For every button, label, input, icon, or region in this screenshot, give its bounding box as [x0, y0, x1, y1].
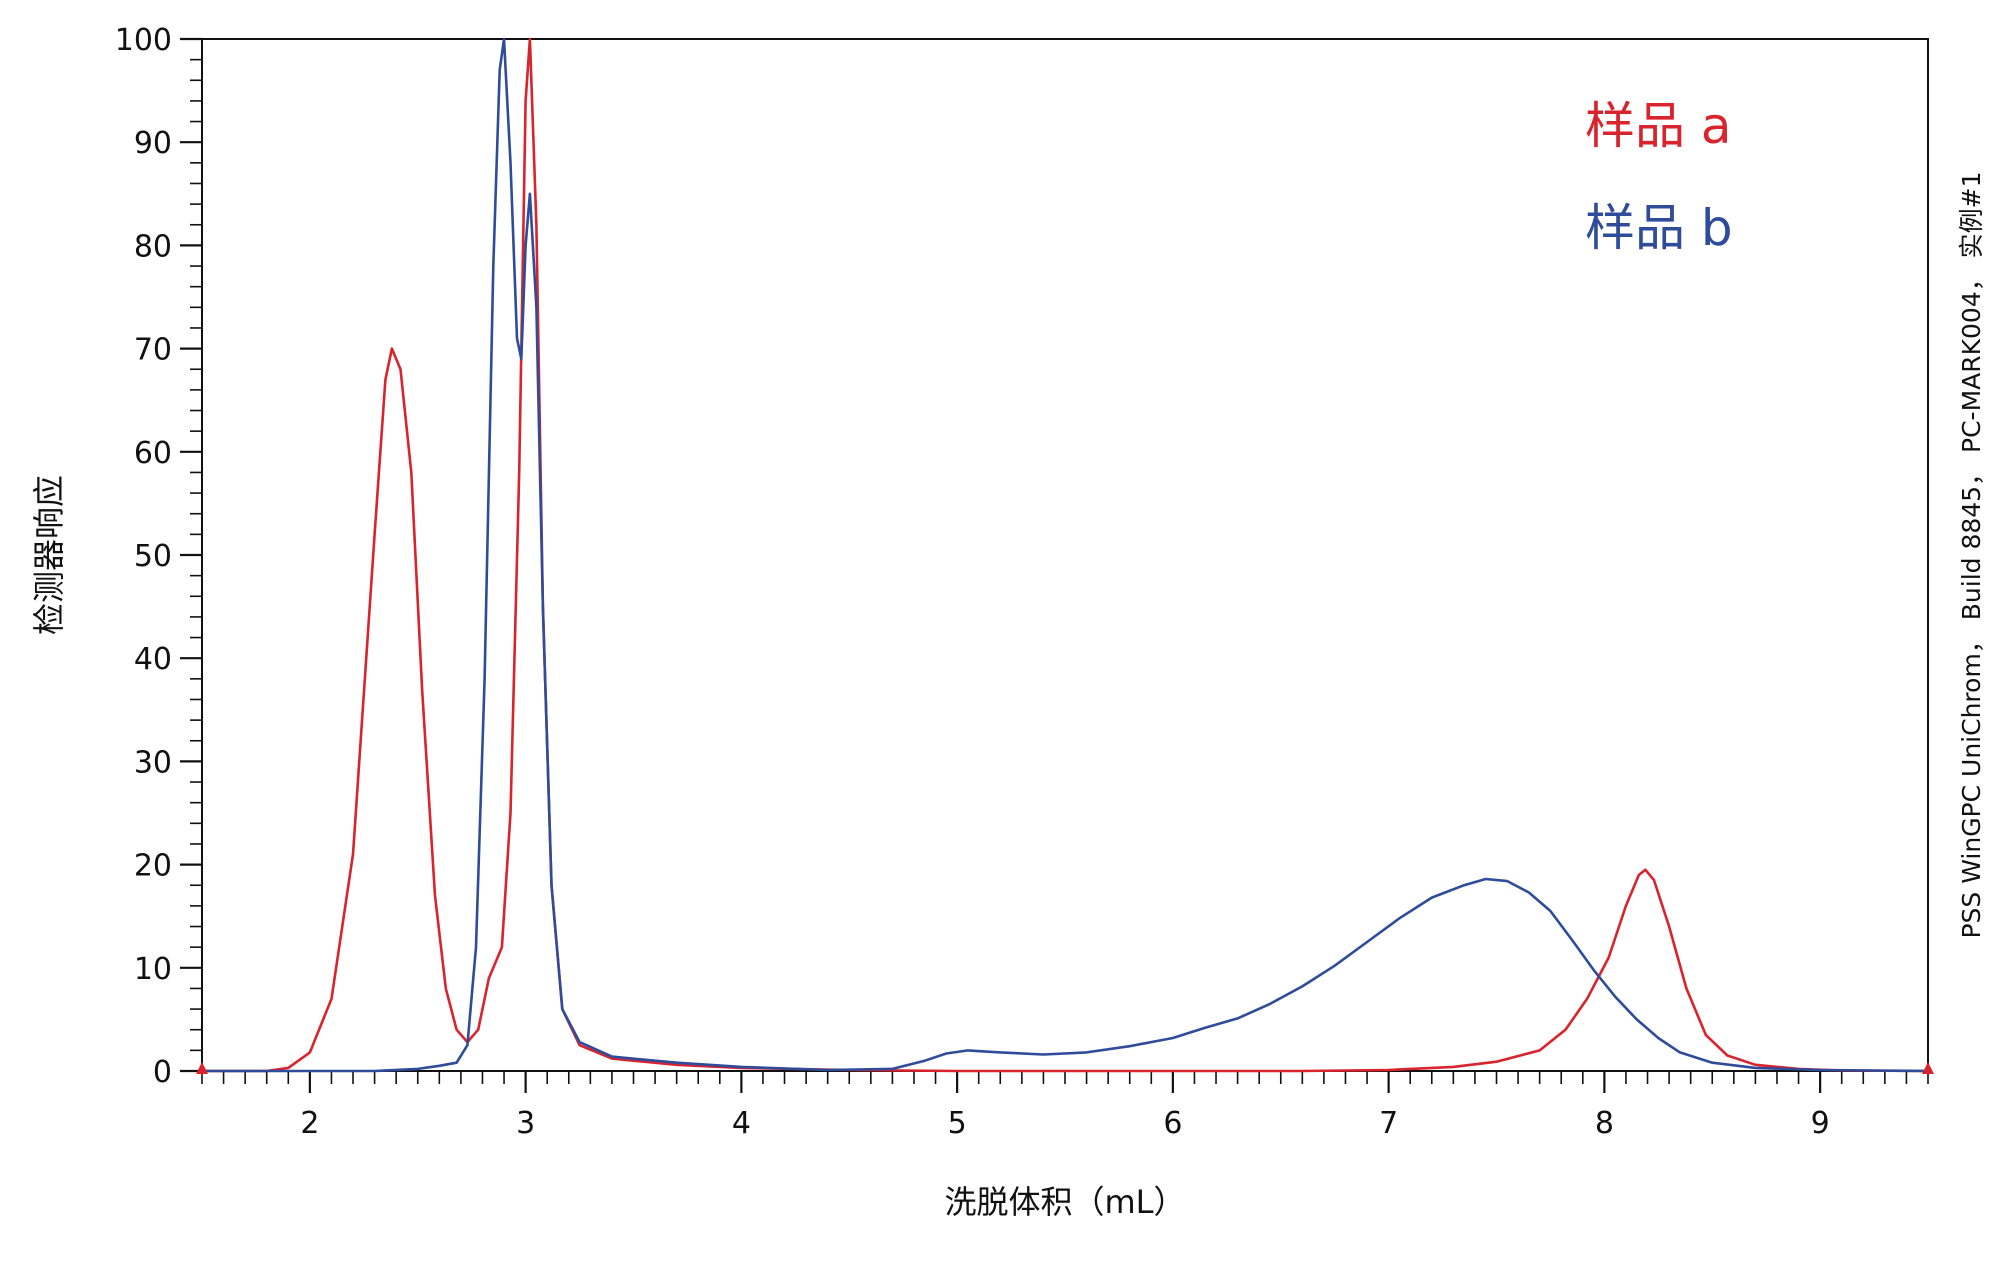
- y-tick-label: 70: [134, 333, 172, 368]
- x-tick-label: 2: [300, 1106, 319, 1141]
- y-axis: 0 10 20 30 40 50 60 70 80 90 100: [115, 23, 202, 1090]
- plot-frame: [201, 38, 1929, 1072]
- y-axis-title: 检测器响应: [30, 475, 68, 635]
- x-axis: 2 3 4 5 6 7 8 9: [201, 1071, 1929, 1141]
- y-tick-label: 100: [115, 23, 172, 58]
- y-tick-label: 0: [153, 1055, 172, 1090]
- x-tick-label: 3: [516, 1106, 535, 1141]
- x-tick-label: 5: [948, 1106, 967, 1141]
- y-tick-label: 40: [134, 642, 172, 677]
- x-tick-label: 8: [1595, 1106, 1614, 1141]
- y-tick-label: 50: [134, 539, 172, 574]
- x-tick-label: 9: [1811, 1106, 1830, 1141]
- x-tick-label: 6: [1163, 1106, 1182, 1141]
- legend-label-sample-a: 样品 a: [1585, 97, 1732, 155]
- legend-label-sample-b: 样品 b: [1585, 199, 1733, 257]
- series-layer: [200, 37, 1930, 1073]
- y-tick-label: 10: [134, 952, 172, 987]
- series-line-sample-b: [200, 37, 1930, 1073]
- x-tick-label: 7: [1379, 1106, 1398, 1141]
- x-min-marker: [196, 1062, 208, 1074]
- x-max-marker: [1922, 1062, 1934, 1074]
- legend: 样品 a 样品 b: [1585, 97, 1733, 257]
- y-tick-label: 30: [134, 745, 172, 780]
- y-tick-label: 90: [134, 126, 172, 161]
- y-tick-label: 80: [134, 229, 172, 264]
- software-footnote: PSS WinGPC UniChrom， Build 8845， PC-MARK…: [1957, 171, 1986, 938]
- x-axis-title: 洗脱体积（mL）: [944, 1183, 1185, 1221]
- y-tick-label: 20: [134, 849, 172, 884]
- x-tick-label: 4: [732, 1106, 751, 1141]
- series-line-sample-a: [200, 37, 1930, 1073]
- y-tick-label: 60: [134, 436, 172, 471]
